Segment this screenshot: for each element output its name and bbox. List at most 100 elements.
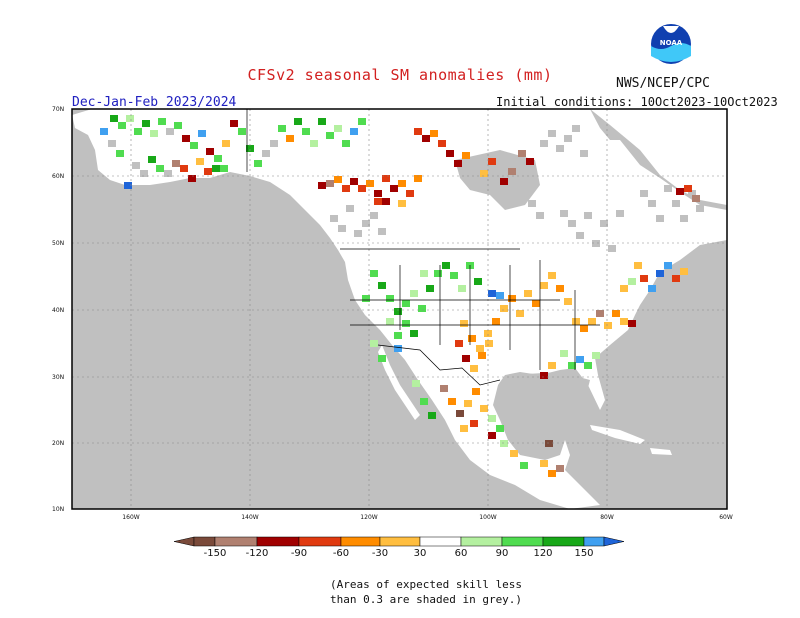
anomaly-cell [370,212,378,219]
anomaly-cell [118,122,126,129]
anomaly-cell [568,220,576,227]
anomaly-cell [188,175,196,182]
anomaly-cell [440,385,448,392]
anomaly-cell [472,388,480,395]
anomaly-cell [470,420,478,427]
anomaly-cell [470,365,478,372]
colorbar-segment [583,536,605,547]
anomaly-cell [454,160,462,167]
anomaly-cell [448,398,456,405]
anomaly-cell [326,132,334,139]
anomaly-cell [378,228,386,235]
anomaly-cell [108,140,116,147]
greenland-land [590,109,727,205]
anomaly-cell [166,128,174,135]
anomaly-cell [382,175,390,182]
anomaly-cell [592,352,600,359]
anomaly-cell [180,165,188,172]
lat-label-20n: 20N [52,440,65,447]
colorbar-segment [542,536,585,547]
anomaly-cell [330,215,338,222]
anomaly-cell [532,300,540,307]
anomaly-cell [420,270,428,277]
footnote-line-1: (Areas of expected skill less [330,578,523,591]
colorbar-label: 90 [495,548,509,559]
anomaly-cell [478,352,486,359]
anomaly-cell [350,178,358,185]
anomaly-cell [156,165,164,172]
noaa-logo-text: NOAA [659,39,683,47]
anomaly-cell [394,332,402,339]
anomaly-cell [572,125,580,132]
anomaly-cell [450,272,458,279]
anomaly-cell [496,425,504,432]
anomaly-cell [428,412,436,419]
anomaly-cell [354,230,362,237]
anomaly-cell [584,362,592,369]
lon-label-120w: 120W [360,514,378,521]
anomaly-cell [548,130,556,137]
lat-label-40n: 40N [52,307,65,314]
anomaly-cell [560,210,568,217]
anomaly-cell [398,200,406,207]
anomaly-cell [524,290,532,297]
anomaly-cell [414,128,422,135]
hudson-bay [455,150,540,210]
political-borders [246,109,600,386]
anomaly-cell [616,210,624,217]
anomaly-cell [628,320,636,327]
anomaly-cell [246,145,254,152]
anomaly-cell [692,195,700,202]
anomaly-cell [116,150,124,157]
lat-label-50n: 50N [52,240,65,247]
anomaly-cell [580,325,588,332]
anomaly-cell [680,268,688,275]
anomaly-cell [370,340,378,347]
anomaly-cell [608,245,616,252]
anomaly-cell [480,405,488,412]
lon-label-80w: 80W [600,514,614,521]
anomaly-cell [278,125,286,132]
anomaly-cell [462,152,470,159]
anomaly-cell [545,440,553,447]
anomaly-cell [520,190,528,197]
hispaniola-land [650,448,672,455]
anomaly-cell [442,262,450,269]
anomaly-cell [508,295,516,302]
anomaly-cell [556,465,564,472]
anomaly-cell [548,470,556,477]
anomaly-cells [100,115,704,477]
colorbar-segment [340,536,381,547]
anomaly-cell [474,278,482,285]
anomaly-cell [568,362,576,369]
anomaly-cell [198,130,206,137]
anomaly-cell [556,285,564,292]
anomaly-cell [620,318,628,325]
anomaly-cell [132,162,140,169]
colorbar-segment [193,536,216,547]
anomaly-cell [518,150,526,157]
anomaly-cell [238,128,246,135]
colorbar-label: 60 [454,548,468,559]
anomaly-cell [656,270,664,277]
anomaly-cell [402,320,410,327]
colorbar-label: -120 [245,548,269,559]
anomaly-cell [230,120,238,127]
anomaly-cell [462,355,470,362]
anomaly-cell [612,310,620,317]
anomaly-cell [596,310,604,317]
anomaly-cell [446,150,454,157]
anomaly-cell [422,135,430,142]
lon-label-160w: 160W [122,514,140,521]
anomaly-cell [488,158,496,165]
anomaly-cell [540,372,548,379]
anomaly-cell [358,185,366,192]
anomaly-cell [174,122,182,129]
cuba-land [590,425,645,444]
anomaly-cell [172,160,180,167]
anomaly-cell [286,135,294,142]
anomaly-cell [362,220,370,227]
anomaly-cell [386,318,394,325]
initial-conditions-label: Initial conditions: 10Oct2023-10Oct2023 [496,95,778,109]
lat-label-30n: 30N [52,374,65,381]
